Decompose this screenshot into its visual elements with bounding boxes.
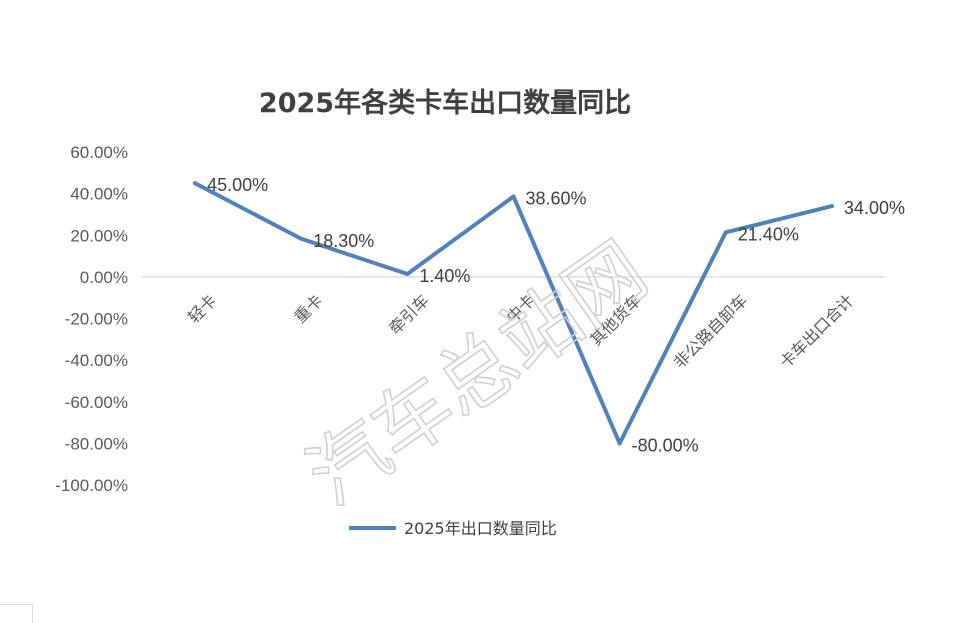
y-tick-label: -100.00%: [55, 476, 128, 495]
data-point: [617, 441, 622, 446]
data-point: [405, 271, 410, 276]
data-point: [829, 204, 834, 209]
y-axis: 60.00% 40.00% 20.00% 0.00% -20.00% -40.00% -60…: [55, 143, 128, 495]
data-label: 45.00%: [207, 175, 268, 195]
watermark: 汽车总站网: [292, 226, 663, 523]
chart-title: 2025年各类卡车出口数量同比: [259, 87, 631, 119]
y-tick-label: -40.00%: [65, 351, 128, 370]
data-label: 1.40%: [419, 266, 470, 286]
x-category-label: 卡车出口合计: [776, 291, 857, 372]
data-label: -80.00%: [632, 435, 699, 455]
y-tick-label: 20.00%: [70, 226, 128, 245]
y-tick-label: -20.00%: [65, 310, 128, 329]
data-label: 18.30%: [313, 231, 374, 251]
data-point: [511, 194, 516, 199]
data-label: 34.00%: [844, 198, 905, 218]
data-label: 38.60%: [526, 189, 587, 209]
x-category-label: 非公路自卸车: [670, 291, 751, 372]
data-point: [299, 236, 304, 241]
data-point: [723, 230, 728, 235]
x-category-label: 牵引车: [385, 291, 432, 338]
legend-label: 2025年出口数量同比: [404, 519, 557, 538]
y-tick-label: -60.00%: [65, 393, 128, 412]
data-labels: 45.00% 18.30% 1.40% 38.60% -80.00% 21.40% 34.0…: [207, 175, 905, 455]
y-tick-label: -80.00%: [65, 434, 128, 453]
y-tick-label: 40.00%: [70, 185, 128, 204]
data-points: [193, 181, 834, 446]
y-tick-label: 60.00%: [70, 143, 128, 162]
x-category-label: 重卡: [290, 291, 326, 327]
data-point: [193, 181, 198, 186]
sheet-corner: [0, 604, 33, 623]
legend: 2025年出口数量同比: [349, 519, 557, 538]
y-tick-label: 0.00%: [80, 268, 128, 287]
data-label: 21.40%: [738, 224, 799, 244]
x-category-label: 轻卡: [184, 291, 220, 327]
